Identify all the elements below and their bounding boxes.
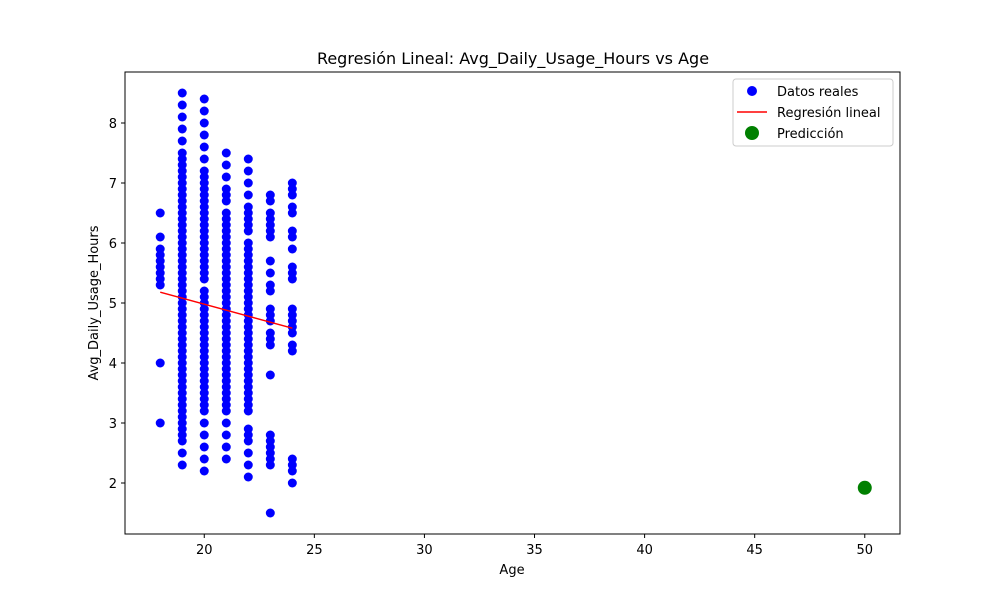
data-point	[287, 226, 297, 236]
data-point	[265, 268, 275, 278]
legend-label-datos-reales: Datos reales	[777, 85, 859, 100]
data-point	[287, 262, 297, 272]
x-axis-label: Age	[499, 563, 524, 578]
y-tick-label: 8	[109, 117, 117, 132]
data-point	[243, 190, 253, 200]
data-point	[155, 208, 165, 218]
data-point	[243, 424, 253, 434]
data-point	[265, 190, 275, 200]
data-point	[243, 238, 253, 248]
data-point	[199, 454, 209, 464]
legend-marker-datos-reales	[747, 86, 757, 96]
regression-line	[160, 291, 293, 329]
data-point	[199, 142, 209, 152]
data-point	[221, 208, 231, 218]
legend-marker-prediccion	[745, 126, 759, 140]
x-tick-label: 20	[196, 543, 213, 558]
y-tick-label: 7	[109, 177, 117, 192]
data-point	[243, 178, 253, 188]
data-point	[287, 304, 297, 314]
x-tick-label: 30	[416, 543, 433, 558]
data-point	[199, 118, 209, 128]
y-axis-label: Avg_Daily_Usage_Hours	[87, 225, 102, 380]
data-point	[199, 130, 209, 140]
data-point	[221, 442, 231, 452]
legend-box	[732, 78, 894, 147]
data-point	[221, 184, 231, 194]
data-point	[177, 124, 187, 134]
data-point	[221, 148, 231, 158]
data-point	[243, 154, 253, 164]
legend-label-prediccion: Predicción	[777, 127, 844, 142]
data-point	[243, 166, 253, 176]
data-point	[177, 100, 187, 110]
data-point	[155, 418, 165, 428]
x-tick-label: 25	[306, 543, 323, 558]
data-point	[155, 232, 165, 242]
y-tick-label: 6	[109, 237, 117, 252]
data-point	[199, 418, 209, 428]
data-point	[221, 172, 231, 182]
data-point	[177, 112, 187, 122]
data-point	[287, 340, 297, 350]
x-axis: 20 25 30 35 40 45 50	[196, 534, 873, 558]
x-tick-label: 50	[856, 543, 873, 558]
data-point	[221, 160, 231, 170]
data-point	[221, 430, 231, 440]
data-point	[199, 286, 209, 296]
data-point	[221, 454, 231, 464]
data-point	[177, 136, 187, 146]
data-point	[221, 418, 231, 428]
data-point	[287, 244, 297, 254]
legend-label-regresion-lineal: Regresión lineal	[777, 106, 881, 121]
y-tick-label: 3	[109, 417, 117, 432]
data-point	[265, 430, 275, 440]
data-point	[287, 202, 297, 212]
x-tick-label: 45	[746, 543, 763, 558]
data-point	[265, 256, 275, 266]
plot-area	[155, 88, 872, 518]
data-point	[177, 148, 187, 158]
data-point	[243, 472, 253, 482]
data-point	[265, 508, 275, 518]
y-tick-label: 2	[109, 477, 117, 492]
data-point	[265, 304, 275, 314]
chart-title: Regresión Lineal: Avg_Daily_Usage_Hours …	[317, 49, 709, 69]
x-tick-label: 35	[526, 543, 543, 558]
data-point	[243, 460, 253, 470]
data-point	[199, 442, 209, 452]
data-point	[199, 154, 209, 164]
data-point	[155, 358, 165, 368]
data-point	[265, 280, 275, 290]
prediction-point	[857, 480, 872, 495]
data-point	[177, 460, 187, 470]
data-point	[265, 328, 275, 338]
data-point	[199, 430, 209, 440]
data-point	[243, 202, 253, 212]
y-tick-label: 4	[109, 357, 117, 372]
data-point	[287, 478, 297, 488]
data-point	[243, 448, 253, 458]
data-point	[199, 94, 209, 104]
data-point	[265, 208, 275, 218]
data-point	[287, 178, 297, 188]
data-point	[265, 370, 275, 380]
data-point	[199, 466, 209, 476]
data-point	[199, 166, 209, 176]
legend: Datos reales Regresión lineal Predicción	[732, 78, 894, 147]
x-tick-label: 40	[636, 543, 653, 558]
data-point	[155, 244, 165, 254]
data-point	[177, 448, 187, 458]
y-axis: 2 3 4 5 6 7 8	[109, 117, 125, 492]
data-point	[177, 88, 187, 98]
y-tick-label: 5	[109, 297, 117, 312]
data-point	[287, 454, 297, 464]
data-point	[199, 106, 209, 116]
